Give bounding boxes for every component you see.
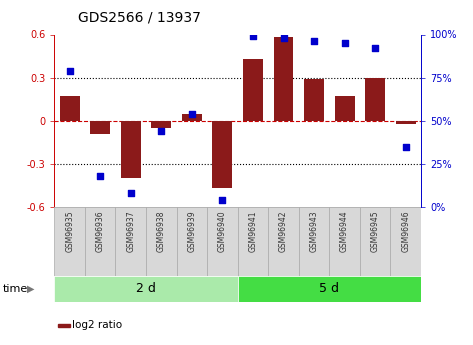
Point [219,197,226,203]
Text: ▶: ▶ [27,284,35,294]
FancyBboxPatch shape [360,207,390,276]
FancyBboxPatch shape [329,207,360,276]
Text: 5 d: 5 d [319,283,339,295]
Bar [365,78,385,121]
Bar [121,121,140,178]
FancyBboxPatch shape [115,207,146,276]
Bar [58,324,70,327]
FancyBboxPatch shape [176,207,207,276]
Point [280,35,287,41]
FancyBboxPatch shape [207,207,237,276]
Text: log2 ratio: log2 ratio [72,320,123,330]
Bar [212,121,232,188]
Text: GSM96946: GSM96946 [401,210,410,252]
FancyBboxPatch shape [146,207,176,276]
Bar [273,37,293,121]
Bar [304,79,324,121]
Bar [182,114,202,121]
FancyBboxPatch shape [299,207,329,276]
FancyBboxPatch shape [54,276,237,302]
Text: GSM96939: GSM96939 [187,210,196,252]
Bar [396,121,416,124]
Point [402,144,410,149]
Text: GSM96945: GSM96945 [371,210,380,252]
Point [127,190,134,196]
Text: GSM96940: GSM96940 [218,210,227,252]
FancyBboxPatch shape [237,207,268,276]
FancyBboxPatch shape [390,207,421,276]
Point [341,40,349,46]
Bar [335,96,355,121]
Bar [151,121,171,128]
FancyBboxPatch shape [85,207,115,276]
FancyBboxPatch shape [268,207,299,276]
Text: GSM96938: GSM96938 [157,210,166,252]
Point [158,128,165,134]
FancyBboxPatch shape [54,207,85,276]
Text: GSM96935: GSM96935 [65,210,74,252]
Bar [60,96,79,121]
Bar [243,59,263,121]
Text: GDS2566 / 13937: GDS2566 / 13937 [78,10,201,24]
Point [249,33,257,39]
Point [310,39,318,44]
Text: GSM96936: GSM96936 [96,210,105,252]
Text: GSM96941: GSM96941 [248,210,257,252]
Point [96,173,104,179]
Text: GSM96943: GSM96943 [309,210,318,252]
Text: time: time [2,284,27,294]
FancyBboxPatch shape [237,276,421,302]
Text: GSM96937: GSM96937 [126,210,135,252]
Point [66,68,73,73]
Text: GSM96944: GSM96944 [340,210,349,252]
Point [371,46,379,51]
Bar [90,121,110,134]
Text: GSM96942: GSM96942 [279,210,288,252]
Text: 2 d: 2 d [136,283,156,295]
Point [188,111,196,117]
